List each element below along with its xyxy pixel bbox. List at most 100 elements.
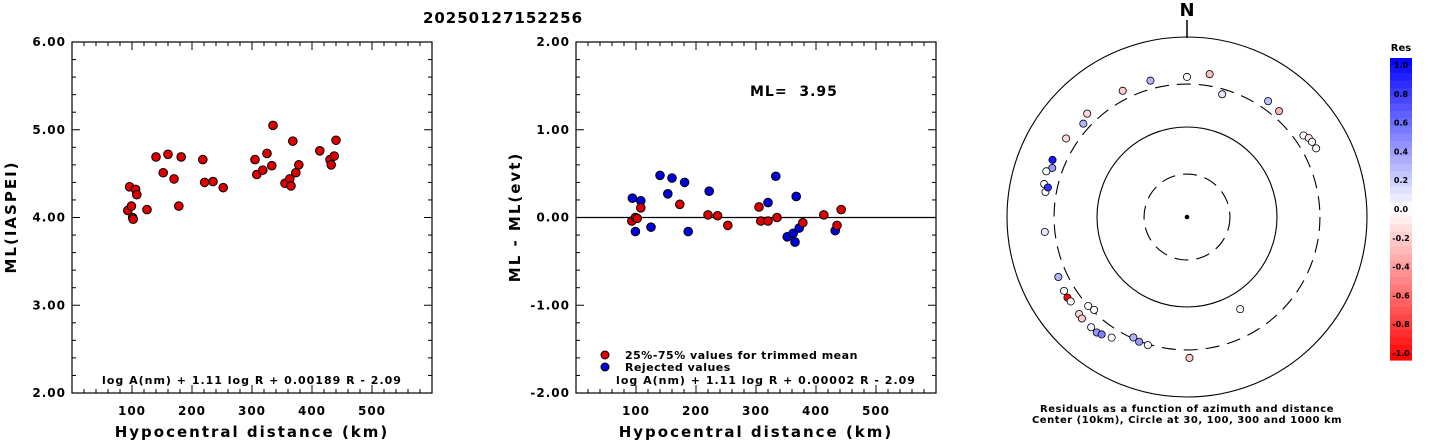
legend-label-trimmed: 25%-75% values for trimmed mean — [625, 349, 858, 362]
data-point — [258, 165, 268, 175]
colorbar-segment — [1390, 80, 1412, 89]
x-tick-label: 200 — [178, 404, 206, 418]
colorbar-segment — [1390, 171, 1412, 180]
plot2-xlabel: Hypocentral distance (km) — [619, 423, 894, 441]
colorbar-segment — [1390, 292, 1412, 301]
rejected-point — [663, 189, 673, 199]
colorbar-segment — [1390, 239, 1412, 248]
azimuth-panel: N Residuals as a function of azimuth and… — [1006, 0, 1412, 426]
rejected-point — [683, 226, 694, 237]
x-tick-label: 100 — [118, 404, 146, 418]
north-label: N — [1179, 0, 1194, 21]
data-point — [176, 152, 186, 162]
trimmed-point — [763, 216, 773, 226]
plot1-ylabel: ML(IASPEI) — [2, 160, 20, 273]
trimmed-point — [836, 204, 847, 215]
colorbar-segment — [1390, 193, 1412, 203]
x-tick-label: 200 — [682, 404, 710, 418]
y-tick-label: -2.00 — [530, 386, 570, 400]
data-point — [288, 136, 298, 146]
data-point — [198, 154, 208, 165]
colorbar-segment — [1390, 307, 1412, 316]
rejected-point — [667, 173, 677, 183]
trimmed-point — [772, 212, 782, 223]
rejected-point — [646, 222, 656, 232]
station-point — [1040, 227, 1049, 236]
plot2-ylabel: ML - ML(evt) — [506, 152, 524, 282]
legend-marker-rejected — [600, 362, 610, 372]
data-point — [250, 154, 260, 165]
colorbar-segment — [1390, 246, 1412, 255]
colorbar-segment — [1390, 344, 1412, 354]
colorbar-segment — [1390, 284, 1412, 293]
station-point — [1048, 155, 1057, 164]
rejected-point — [790, 237, 800, 247]
station-point — [1043, 183, 1052, 192]
distance-ring-1000 — [1006, 36, 1368, 398]
colorbar-segment — [1390, 269, 1412, 278]
colorbar-segment — [1390, 178, 1412, 187]
colorbar-segment — [1390, 231, 1412, 240]
colorbar-segment — [1390, 73, 1412, 82]
y-tick-label: 2.00 — [32, 386, 66, 400]
station-point — [1048, 163, 1057, 172]
colorbar-segment — [1390, 261, 1412, 270]
station-point — [1218, 90, 1227, 99]
distance-ring-300 — [1053, 83, 1321, 351]
colorbar-segment — [1390, 163, 1412, 172]
data-point — [158, 167, 168, 178]
y-tick-label: 5.00 — [32, 123, 66, 137]
colorbar-segment — [1390, 209, 1412, 218]
data-point — [329, 151, 340, 161]
colorbar-tick-label: 0.4 — [1394, 147, 1409, 156]
trimmed-point — [712, 210, 723, 221]
trimmed-point — [636, 203, 646, 213]
data-point — [267, 160, 277, 171]
data-point — [315, 146, 325, 156]
colorbar-segment — [1390, 216, 1412, 225]
colorbar-segment — [1390, 58, 1412, 67]
ml-value-annotation: ML= 3.95 — [750, 84, 838, 100]
y-tick-label: 4.00 — [32, 211, 66, 225]
trimmed-point — [832, 220, 842, 231]
station-point — [1275, 107, 1284, 116]
colorbar-segment — [1390, 337, 1412, 346]
colorbar-segment — [1390, 352, 1412, 361]
station-point — [1097, 330, 1106, 339]
data-point — [132, 189, 142, 200]
rejected-point — [655, 170, 665, 181]
data-point — [126, 201, 137, 211]
trimmed-point — [703, 210, 713, 220]
colorbar-segment — [1390, 276, 1412, 286]
station-point — [1042, 167, 1051, 176]
trimmed-point — [819, 210, 829, 220]
colorbar-segment — [1390, 314, 1412, 323]
plot2-legend: 25%-75% values for trimmed mean Rejected… — [600, 349, 858, 374]
distance-rings — [1006, 36, 1368, 398]
colorbar-segment — [1390, 141, 1412, 150]
colorbar-segment — [1390, 65, 1412, 74]
station-point — [1264, 97, 1273, 106]
page-title: 20250127152256 — [423, 9, 583, 27]
station-point — [1143, 341, 1152, 350]
legend-marker-trimmed — [600, 350, 610, 360]
y-tick-label: 2.00 — [536, 35, 570, 49]
y-tick-label: 6.00 — [32, 35, 66, 49]
rejected-point — [788, 228, 799, 239]
station-point — [1185, 353, 1194, 362]
station-point — [1135, 337, 1144, 346]
trimmed-point — [675, 199, 685, 210]
data-point — [163, 149, 173, 160]
station-point — [1066, 297, 1075, 306]
legend-label-rejected: Rejected values — [625, 361, 731, 374]
station-point — [1107, 333, 1116, 342]
data-point — [262, 148, 272, 159]
x-tick-label: 400 — [298, 404, 326, 418]
x-tick-label: 500 — [358, 404, 386, 418]
plot1-frame — [71, 41, 433, 394]
data-point — [199, 177, 210, 188]
station-point — [1077, 314, 1086, 323]
x-tick-label: 300 — [742, 404, 770, 418]
colorbar-tick-label: 0.2 — [1394, 176, 1408, 185]
